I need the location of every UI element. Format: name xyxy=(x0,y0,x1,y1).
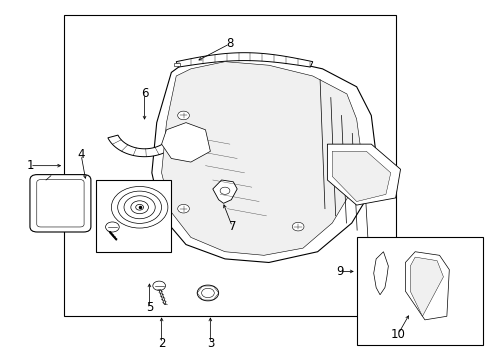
Circle shape xyxy=(220,187,229,194)
Bar xyxy=(173,63,179,66)
Bar xyxy=(64,15,395,316)
Bar xyxy=(356,237,483,345)
Circle shape xyxy=(118,191,161,224)
FancyBboxPatch shape xyxy=(30,175,91,232)
Bar xyxy=(96,180,171,252)
Polygon shape xyxy=(405,252,448,320)
FancyBboxPatch shape xyxy=(37,180,84,227)
Text: 2: 2 xyxy=(158,337,165,350)
Text: 3: 3 xyxy=(206,337,214,350)
Circle shape xyxy=(136,204,143,210)
Polygon shape xyxy=(373,252,387,295)
Circle shape xyxy=(201,288,214,298)
Polygon shape xyxy=(331,151,390,202)
Text: 10: 10 xyxy=(390,328,405,341)
Circle shape xyxy=(105,222,119,232)
Polygon shape xyxy=(176,53,312,67)
Circle shape xyxy=(292,222,304,231)
Circle shape xyxy=(153,281,165,291)
Circle shape xyxy=(124,196,155,219)
Text: 9: 9 xyxy=(335,265,343,278)
Text: 4: 4 xyxy=(77,148,85,161)
Polygon shape xyxy=(152,54,375,262)
Polygon shape xyxy=(212,180,237,203)
Text: 1: 1 xyxy=(26,159,34,172)
Text: 5: 5 xyxy=(145,301,153,314)
Circle shape xyxy=(177,111,189,120)
Text: 7: 7 xyxy=(228,220,236,233)
Text: 8: 8 xyxy=(226,37,233,50)
Text: 6: 6 xyxy=(141,87,148,100)
Circle shape xyxy=(131,201,148,214)
Polygon shape xyxy=(409,257,443,316)
Polygon shape xyxy=(161,123,210,162)
Circle shape xyxy=(197,285,218,301)
Circle shape xyxy=(111,186,167,228)
Polygon shape xyxy=(108,134,182,157)
Circle shape xyxy=(177,204,189,213)
Polygon shape xyxy=(327,144,400,205)
Polygon shape xyxy=(161,62,361,255)
